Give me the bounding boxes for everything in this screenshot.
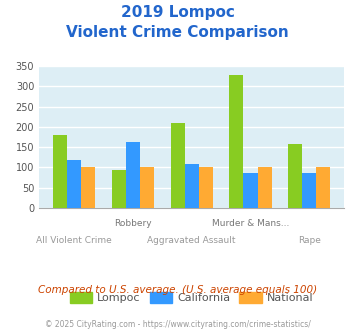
- Text: Aggravated Assault: Aggravated Assault: [147, 236, 236, 245]
- Text: Rape: Rape: [298, 236, 321, 245]
- Bar: [81, 167, 95, 208]
- Text: All Violent Crime: All Violent Crime: [36, 236, 112, 245]
- Bar: [112, 170, 126, 208]
- Bar: [140, 167, 154, 208]
- Bar: [302, 173, 316, 208]
- Legend: Lompoc, California, National: Lompoc, California, National: [65, 287, 318, 308]
- Text: Murder & Mans...: Murder & Mans...: [212, 219, 289, 228]
- Bar: [53, 135, 67, 208]
- Bar: [126, 142, 140, 208]
- Text: Robbery: Robbery: [114, 219, 152, 228]
- Text: Violent Crime Comparison: Violent Crime Comparison: [66, 25, 289, 40]
- Bar: [316, 167, 331, 208]
- Text: Compared to U.S. average. (U.S. average equals 100): Compared to U.S. average. (U.S. average …: [38, 285, 317, 295]
- Text: 2019 Lompoc: 2019 Lompoc: [121, 5, 234, 20]
- Bar: [170, 123, 185, 208]
- Bar: [199, 167, 213, 208]
- Bar: [288, 144, 302, 208]
- Bar: [185, 164, 199, 208]
- Text: © 2025 CityRating.com - https://www.cityrating.com/crime-statistics/: © 2025 CityRating.com - https://www.city…: [45, 320, 310, 329]
- Bar: [258, 167, 272, 208]
- Bar: [67, 160, 81, 208]
- Bar: [244, 174, 258, 208]
- Bar: [229, 75, 244, 208]
